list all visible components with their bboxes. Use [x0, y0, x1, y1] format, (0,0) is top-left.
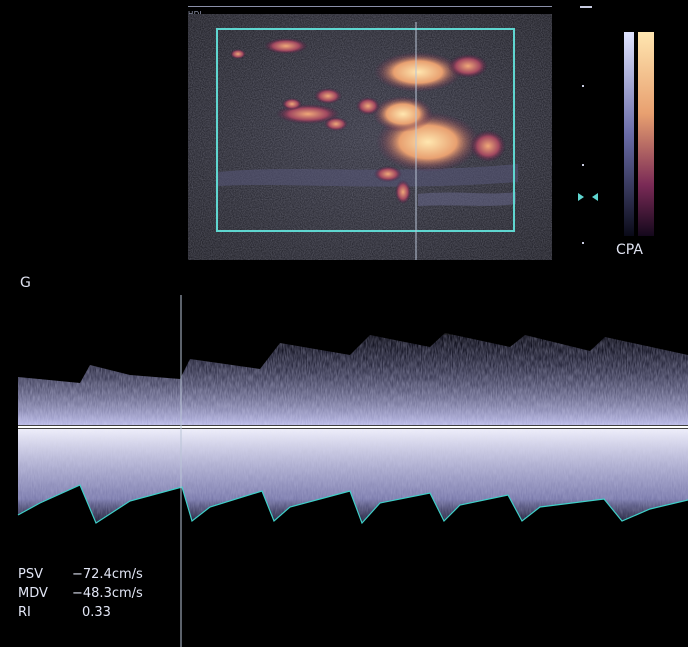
focus-marker-icon [578, 193, 584, 201]
colorbar-label: CPA [616, 242, 643, 258]
spectral-doppler-trace [17, 295, 688, 647]
top-scale-rule [188, 6, 552, 7]
measurement-label: PSV [18, 567, 43, 582]
power-doppler-flow [230, 38, 506, 204]
roi-color-box [216, 28, 515, 232]
measurement-mdv: MDV −48.3cm/s [18, 586, 143, 601]
measurement-value: −72.4cm/s [72, 567, 143, 582]
measurement-value: −48.3cm/s [72, 586, 143, 601]
measurement-ri: RI 0.33 [18, 605, 111, 620]
depth-scale [578, 6, 598, 244]
velocity-envelope [17, 484, 688, 525]
measurement-psv: PSV −72.4cm/s [18, 567, 143, 582]
gain-label: G [20, 275, 31, 291]
measurement-label: RI [18, 605, 31, 620]
power-doppler-colorbar [624, 32, 654, 236]
measurement-label: MDV [18, 586, 48, 601]
measurement-value: 0.33 [82, 605, 111, 620]
bmode-image [188, 14, 552, 260]
